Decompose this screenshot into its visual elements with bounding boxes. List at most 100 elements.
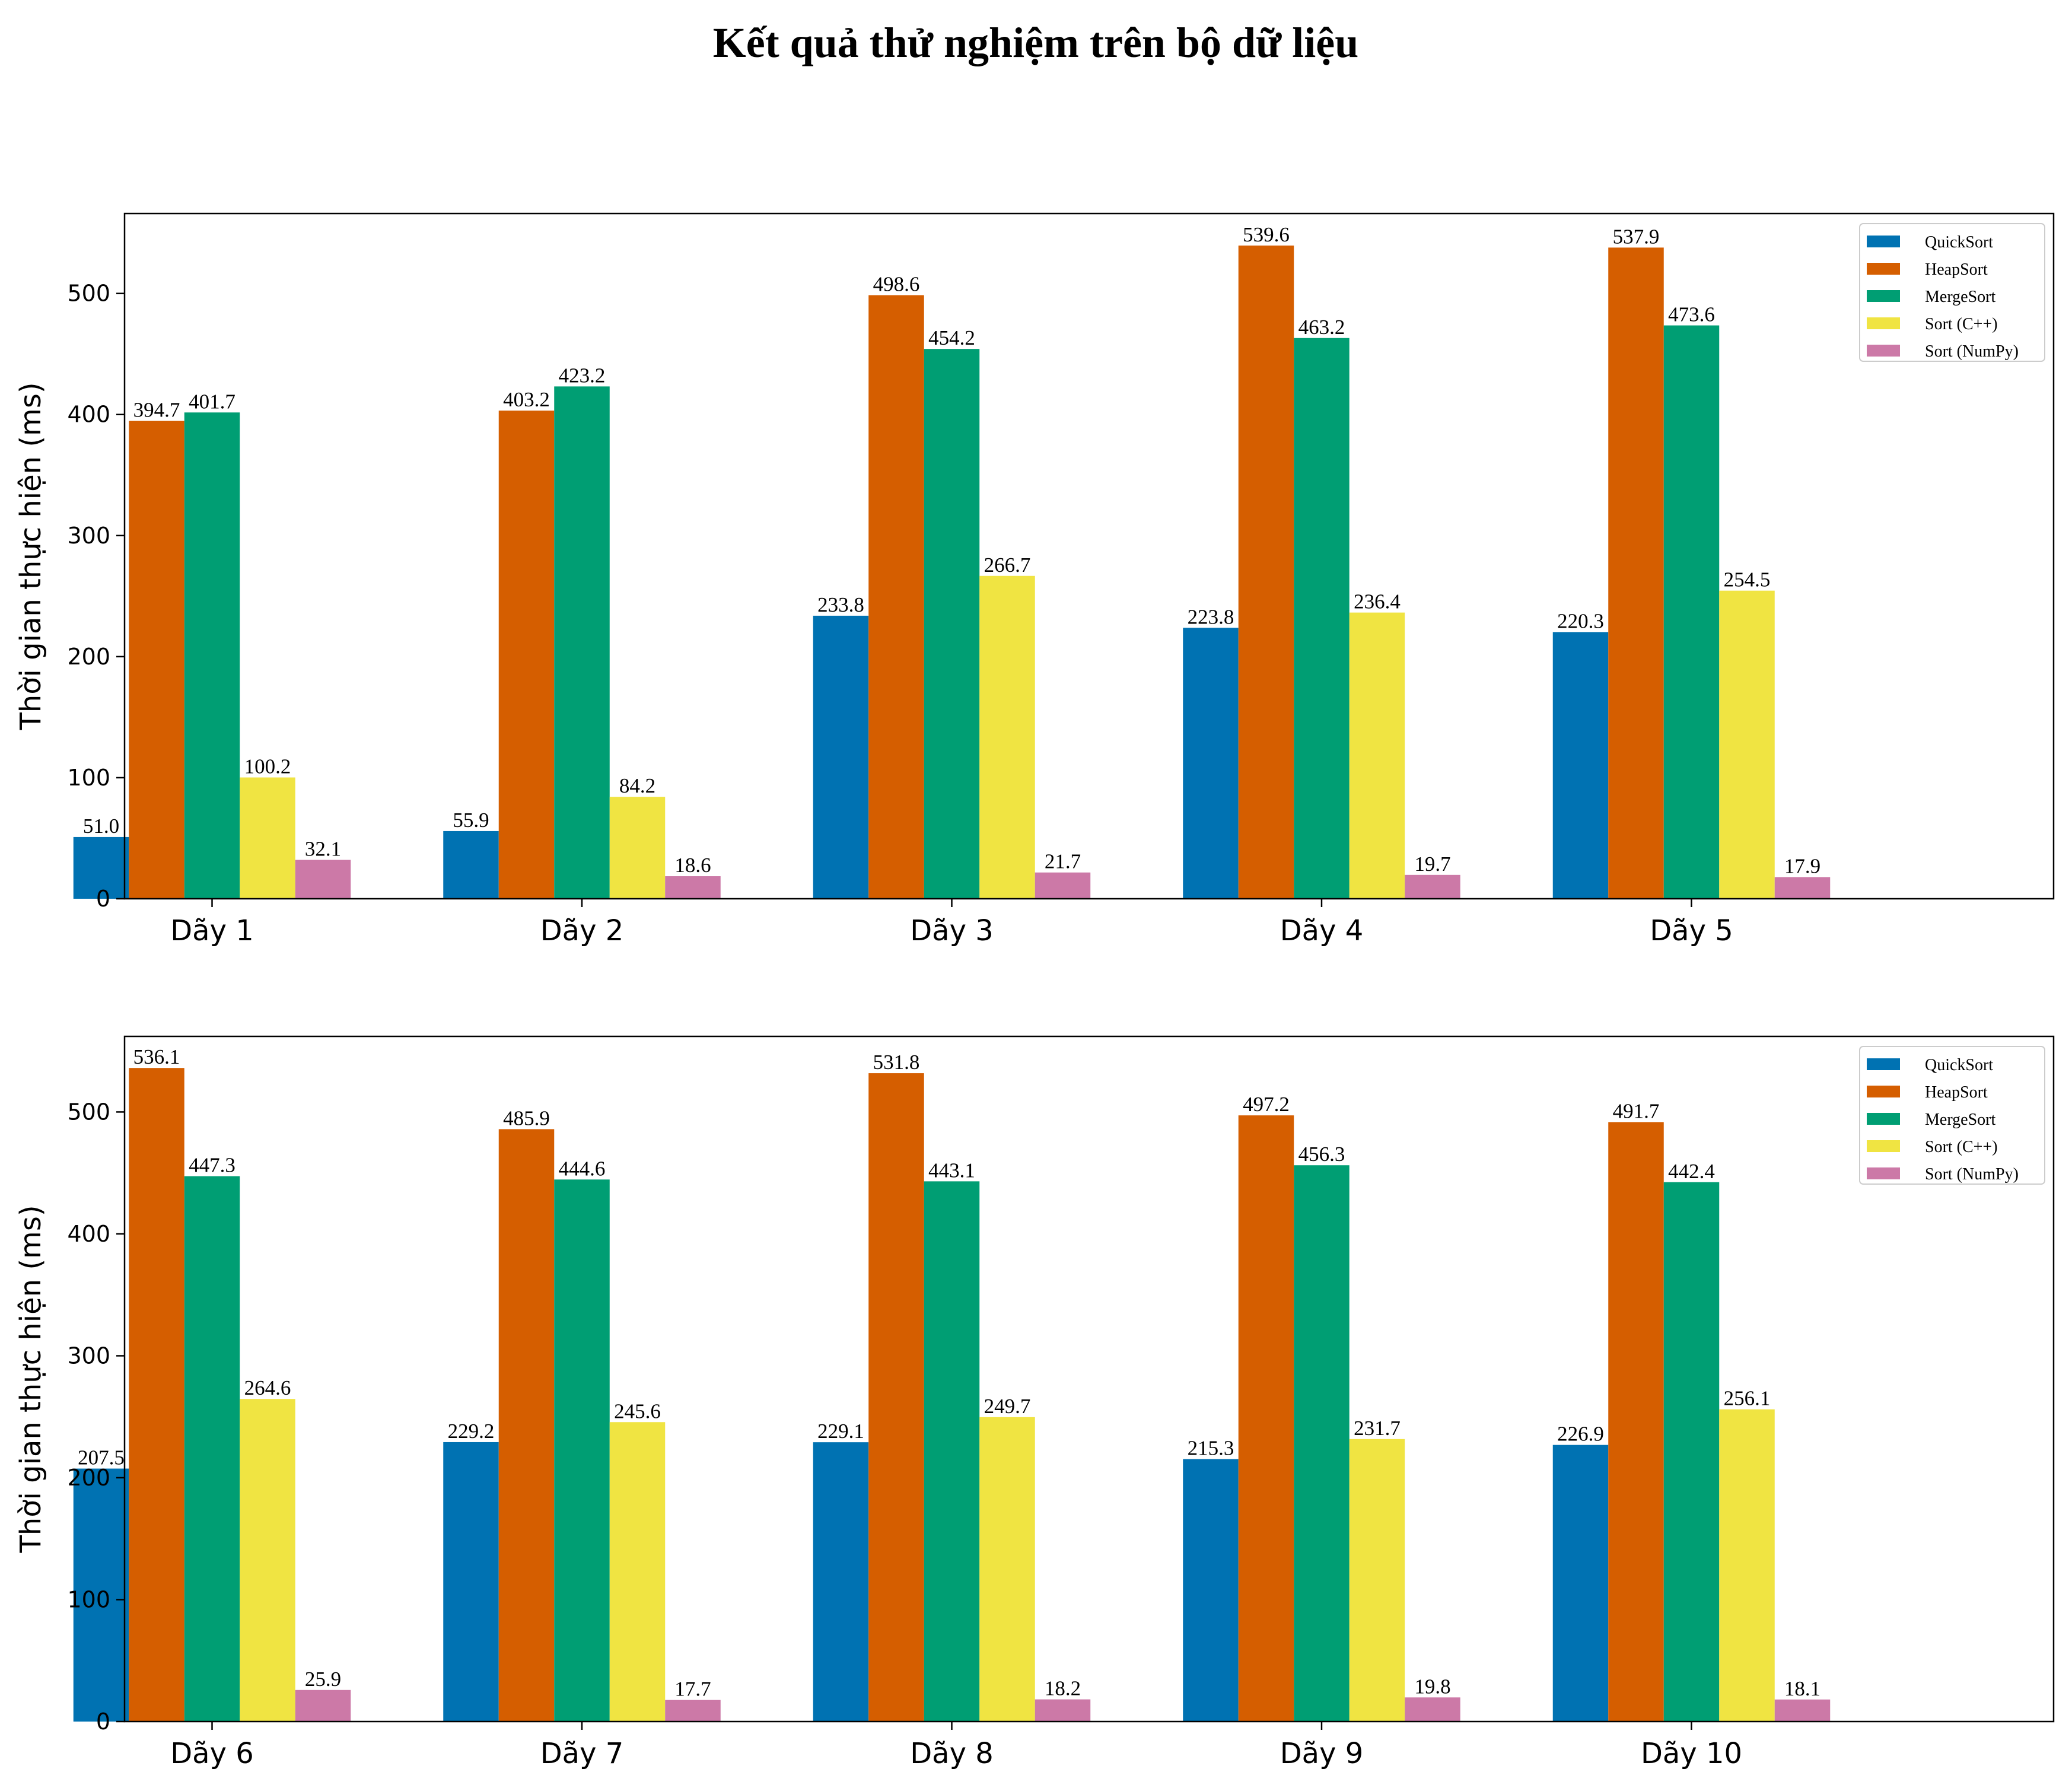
data-label: 485.9 [503,1106,550,1130]
bar-mergesort-4 [1294,338,1349,899]
data-label: 21.7 [1045,850,1081,873]
legend-swatch-mergesort [1867,1113,1900,1125]
bar-sort-numpy-5 [1774,1699,1831,1722]
legend-swatch-sort-numpy [1867,345,1900,357]
bar-sort-c-2 [609,1422,666,1722]
x-tick-label: Dãy 3 [910,914,994,947]
legend-entry: HeapSort [1925,1083,1988,1102]
bar-mergesort-3 [924,1181,980,1722]
bar-sort-c-2 [609,797,666,899]
data-label: 220.3 [1557,609,1604,632]
bar-heapsort-4 [1238,245,1294,899]
data-label: 539.6 [1243,223,1290,246]
bar-mergesort-5 [1663,325,1720,899]
bar-mergesort-2 [554,1179,610,1722]
bar-sort-c-5 [1719,590,1775,899]
bar-mergesort-2 [554,386,610,899]
y-tick-label: 200 [67,1465,110,1491]
legend-entry: QuickSort [1925,1056,1993,1074]
data-label: 423.2 [559,364,606,387]
bar-quicksort-1 [73,836,129,899]
y-tick-label: 500 [67,1099,110,1125]
x-tick-label: Dãy 4 [1280,914,1364,947]
bar-sort-c-4 [1349,1439,1405,1722]
data-label: 444.6 [559,1157,606,1180]
x-tick-label: Dãy 5 [1650,914,1733,947]
data-label: 100.2 [244,755,291,778]
data-label: 536.1 [133,1045,180,1068]
x-tick-label: Dãy 1 [170,914,254,947]
data-label: 236.4 [1354,590,1401,613]
bar-mergesort-4 [1294,1165,1349,1722]
data-label: 18.2 [1045,1677,1081,1700]
data-label: 245.6 [614,1399,661,1423]
x-tick-label: Dãy 2 [540,914,624,947]
bar-sort-numpy-3 [1035,1699,1091,1722]
bar-mergesort-1 [184,1176,240,1722]
y-tick-label: 0 [96,886,110,912]
data-label: 454.2 [928,326,975,349]
y-axis-label: Thời gian thực hiện (ms) [14,382,47,730]
data-label: 249.7 [984,1395,1031,1418]
bar-sort-c-3 [979,1417,1035,1722]
bar-quicksort-2 [443,1442,499,1722]
data-label: 394.7 [133,399,180,422]
chart-panel-top: 51.0 55.9 233.8 223.8 220.3 394.7 403.2 498.6 53… [14,212,2055,947]
data-label: 256.1 [1724,1387,1771,1410]
legend-entry: Sort (C++) [1925,315,1998,333]
bar-mergesort-3 [924,349,980,899]
bar-sort-c-4 [1349,612,1405,899]
data-label: 84.2 [619,774,655,797]
legend-entry: HeapSort [1925,260,1988,279]
y-tick-label: 200 [67,644,110,670]
bar-quicksort-4 [1183,1459,1239,1722]
bar-heapsort-3 [868,1073,924,1722]
bar-sort-c-1 [240,1399,295,1722]
y-tick-label: 0 [96,1709,110,1735]
bar-sort-c-5 [1719,1409,1775,1722]
data-label: 401.7 [189,390,235,413]
bar-sort-c-1 [240,777,295,899]
bar-heapsort-3 [868,295,924,899]
y-tick-label: 500 [67,281,110,307]
data-label: 229.2 [448,1420,495,1443]
bar-sort-numpy-1 [295,860,351,899]
data-label: 443.1 [928,1159,975,1182]
legend-swatch-sort-c [1867,317,1900,329]
bar-heapsort-5 [1608,1122,1664,1722]
bar-heapsort-2 [498,411,555,899]
data-label: 17.7 [674,1678,711,1701]
legend-entry: Sort (NumPy) [1925,1165,2019,1183]
legend-entry: Sort (NumPy) [1925,342,2019,361]
data-label: 403.2 [503,388,550,411]
data-label: 266.7 [984,553,1031,577]
legend: QuickSort HeapSort MergeSort Sort (C++) Sort… [1859,223,2045,362]
bar-quicksort-5 [1552,1445,1609,1722]
plot-frame [123,1035,2055,1723]
legend-swatch-quicksort [1867,236,1900,247]
y-tick-label: 400 [67,1221,110,1247]
data-label: 456.3 [1298,1143,1345,1166]
bar-sort-numpy-5 [1774,877,1831,899]
data-label: 18.6 [674,854,711,877]
plot-frame [123,212,2055,900]
legend-swatch-heapsort [1867,263,1900,275]
bar-sort-numpy-3 [1035,872,1091,899]
data-label: 463.2 [1298,316,1345,339]
x-tick-label: Dãy 10 [1641,1737,1742,1770]
bar-quicksort-2 [443,831,499,899]
legend-swatch-mergesort [1867,290,1900,302]
y-tick-label: 300 [67,1342,110,1369]
data-label: 18.1 [1784,1677,1820,1700]
data-label: 55.9 [453,809,489,832]
y-tick-label: 100 [67,765,110,791]
data-label: 537.9 [1613,225,1660,248]
legend-swatch-sort-numpy [1867,1167,1900,1179]
data-label: 19.8 [1414,1675,1450,1698]
bar-quicksort-3 [813,1442,869,1722]
bar-sort-numpy-1 [295,1690,351,1722]
bar-mergesort-1 [184,412,240,899]
data-label: 491.7 [1613,1099,1660,1122]
